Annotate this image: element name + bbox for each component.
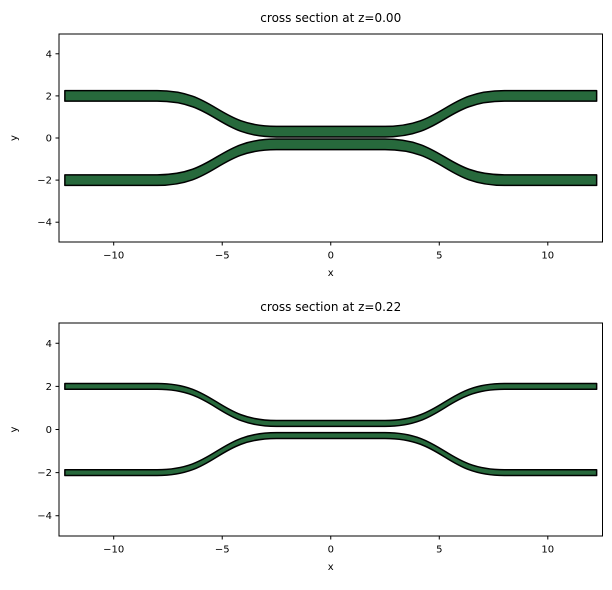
waveguide-top-plot-1 [64, 89, 598, 138]
plot-title-plot-1: cross section at z=0.00 [260, 11, 401, 25]
y-tick-label-plot-2: 0 [46, 425, 52, 436]
axes-spines-plot-1 [58, 33, 603, 243]
y-tick-label-plot-2: −4 [37, 511, 52, 522]
y-tick-label-plot-1: 4 [46, 49, 52, 60]
x-axis-label-plot-1: x [328, 268, 334, 279]
y-tick-label-plot-1: 0 [46, 134, 52, 145]
x-tick-label-plot-1: 0 [328, 251, 334, 262]
waveguide-top-plot-2 [64, 382, 598, 428]
x-tick-label-plot-1: 5 [436, 251, 442, 262]
axes-spines-plot-2 [58, 322, 603, 537]
y-tick-label-plot-2: −2 [37, 468, 52, 479]
y-tick-label-plot-2: 4 [46, 339, 52, 350]
x-tick-label-plot-2: −5 [215, 545, 230, 556]
x-tick-label-plot-1: −10 [103, 251, 124, 262]
x-tick-label-plot-2: 10 [541, 545, 554, 556]
x-tick-label-plot-1: −5 [215, 251, 230, 262]
x-tick-label-plot-2: 0 [328, 545, 334, 556]
waveguide-bottom-plot-1 [64, 138, 598, 187]
y-axis-label-plot-2: y [9, 426, 20, 432]
plot-title-plot-2: cross section at z=0.22 [260, 300, 401, 314]
y-tick-label-plot-2: 2 [46, 382, 52, 393]
y-axis-label-plot-1: y [9, 135, 20, 141]
x-axis-label-plot-2: x [328, 562, 334, 573]
y-tick-label-plot-1: −2 [37, 176, 52, 187]
y-tick-label-plot-1: −4 [37, 218, 52, 229]
y-tick-label-plot-1: 2 [46, 91, 52, 102]
x-tick-label-plot-2: −10 [103, 545, 124, 556]
x-tick-label-plot-2: 5 [436, 545, 442, 556]
waveguide-bottom-plot-2 [64, 431, 598, 477]
x-tick-label-plot-1: 10 [541, 251, 554, 262]
